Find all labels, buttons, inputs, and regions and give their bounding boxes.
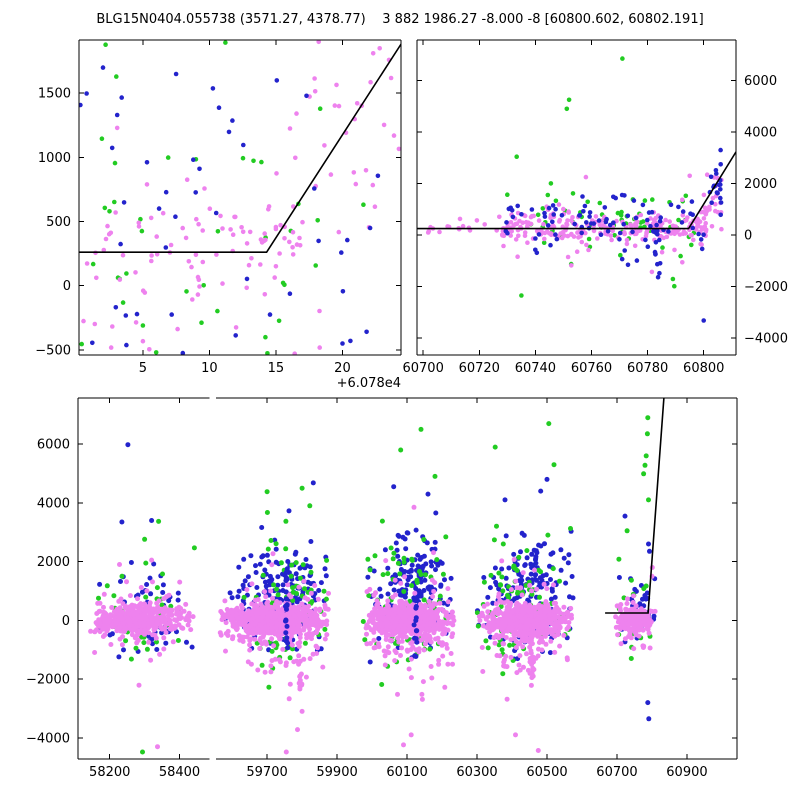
x-tick-label: 60500 xyxy=(526,765,567,780)
scatter-points-pink xyxy=(528,629,537,688)
scatter-points-pink xyxy=(81,125,323,355)
plot-data-layer xyxy=(417,56,736,323)
x-tick-label: 58400 xyxy=(159,765,200,780)
tick-labels: 5 10 15 20+6.078e4 −500 0 500 1000 1500 xyxy=(35,87,401,391)
figure-title: BLG15N0404.055738 (3571.27, 4378.77) 3 8… xyxy=(96,12,704,27)
y-tick-label: 1000 xyxy=(38,151,71,166)
x-tick-label: 20 xyxy=(334,361,351,376)
x-tick-label: 60900 xyxy=(666,765,707,780)
y-tick-label: 4000 xyxy=(37,496,70,511)
axes-spines xyxy=(77,397,210,760)
tick-labels: 58200 58400 −4000 −2000 0 2000 4000 6000 xyxy=(26,438,200,780)
scatter-outlier-points xyxy=(519,56,723,323)
x-tick-label: 60740 xyxy=(515,361,556,376)
tick-marks xyxy=(78,398,181,759)
x-axis-offset-label: +6.078e4 xyxy=(337,376,401,391)
plot-bottom-right-panel: 59700 59900 60100 60300 60500 60700 60900 xyxy=(216,397,738,780)
y-tick-label: −4000 xyxy=(744,332,788,347)
scatter-points-blue xyxy=(411,604,420,659)
y-tick-label: 0 xyxy=(744,229,752,244)
y-tick-label: −2000 xyxy=(744,280,788,295)
scatter-points-pink xyxy=(84,171,305,294)
tick-marks xyxy=(79,40,401,355)
x-tick-label: 59700 xyxy=(246,765,287,780)
x-tick-label: 60700 xyxy=(402,361,443,376)
x-tick-label: 58200 xyxy=(89,765,130,780)
scatter-outlier-points xyxy=(117,442,162,755)
scatter-points-pink xyxy=(479,557,570,702)
axes-spines xyxy=(416,39,737,356)
scatter-points-blue xyxy=(79,78,381,348)
x-tick-label: 60800 xyxy=(683,361,724,376)
scatter-points-pink xyxy=(296,635,305,692)
x-tick-label: 60720 xyxy=(459,361,500,376)
scatter-points-blue xyxy=(283,566,291,651)
y-tick-label: 0 xyxy=(62,614,70,629)
axes-spines xyxy=(78,39,402,356)
y-tick-label: 6000 xyxy=(744,74,777,89)
x-tick-label: 60760 xyxy=(571,361,612,376)
plot-top-right: 60700 60720 60740 60760 60780 60800 −4000 −2000… xyxy=(402,39,788,376)
scatter-points-pink xyxy=(217,551,331,702)
y-tick-label: 1500 xyxy=(38,87,71,102)
y-tick-label: 0 xyxy=(63,279,71,294)
x-tick-label: 5 xyxy=(139,361,147,376)
tick-marks xyxy=(266,398,737,759)
plot-data-layer xyxy=(79,40,401,355)
plot-data-layer xyxy=(217,398,665,755)
scatter-points-blue xyxy=(113,305,273,338)
scatter-points-pink xyxy=(515,197,685,275)
x-tick-label: 60300 xyxy=(456,765,497,780)
plot-top-left: 5 10 15 20+6.078e4 −500 0 500 1000 1500 xyxy=(35,39,402,391)
scatter-points-blue xyxy=(652,228,663,280)
scatter-points-pink xyxy=(287,40,401,245)
scatter-outlier-points xyxy=(79,40,392,355)
x-tick-label: 10 xyxy=(201,361,218,376)
y-tick-label: 6000 xyxy=(37,438,70,453)
scatter-points-green xyxy=(474,523,573,677)
x-tick-label: 60780 xyxy=(627,361,668,376)
tick-marks xyxy=(417,40,736,355)
y-tick-label: 500 xyxy=(46,215,71,230)
y-tick-label: −500 xyxy=(35,343,71,358)
scatter-points-pink xyxy=(425,216,500,235)
tick-labels: 59700 59900 60100 60300 60500 60700 60900 xyxy=(246,765,707,780)
x-tick-label: 60100 xyxy=(386,765,427,780)
model-line xyxy=(417,151,736,230)
scatter-points-pink xyxy=(364,550,457,702)
scatter-points-blue xyxy=(503,192,706,263)
x-tick-label: 15 xyxy=(268,361,285,376)
y-tick-label: −2000 xyxy=(26,673,70,688)
y-tick-label: 2000 xyxy=(37,555,70,570)
y-tick-label: 4000 xyxy=(744,126,777,141)
plot-data-layer xyxy=(88,442,197,755)
model-line xyxy=(605,398,665,614)
x-tick-label: 59900 xyxy=(316,765,357,780)
scatter-outlier-points xyxy=(264,415,655,755)
model-line xyxy=(79,42,401,253)
y-tick-label: 2000 xyxy=(744,177,777,192)
scatter-points-pink xyxy=(88,579,196,688)
tick-labels: 60700 60720 60740 60760 60780 60800 −4000 −2000… xyxy=(402,74,787,376)
x-tick-label: 60700 xyxy=(596,765,637,780)
axes-spines xyxy=(216,397,738,760)
plot-bottom-left-panel: 58200 58400 −4000 −2000 0 2000 4000 6000 xyxy=(26,397,210,780)
y-tick-label: −4000 xyxy=(26,731,70,746)
